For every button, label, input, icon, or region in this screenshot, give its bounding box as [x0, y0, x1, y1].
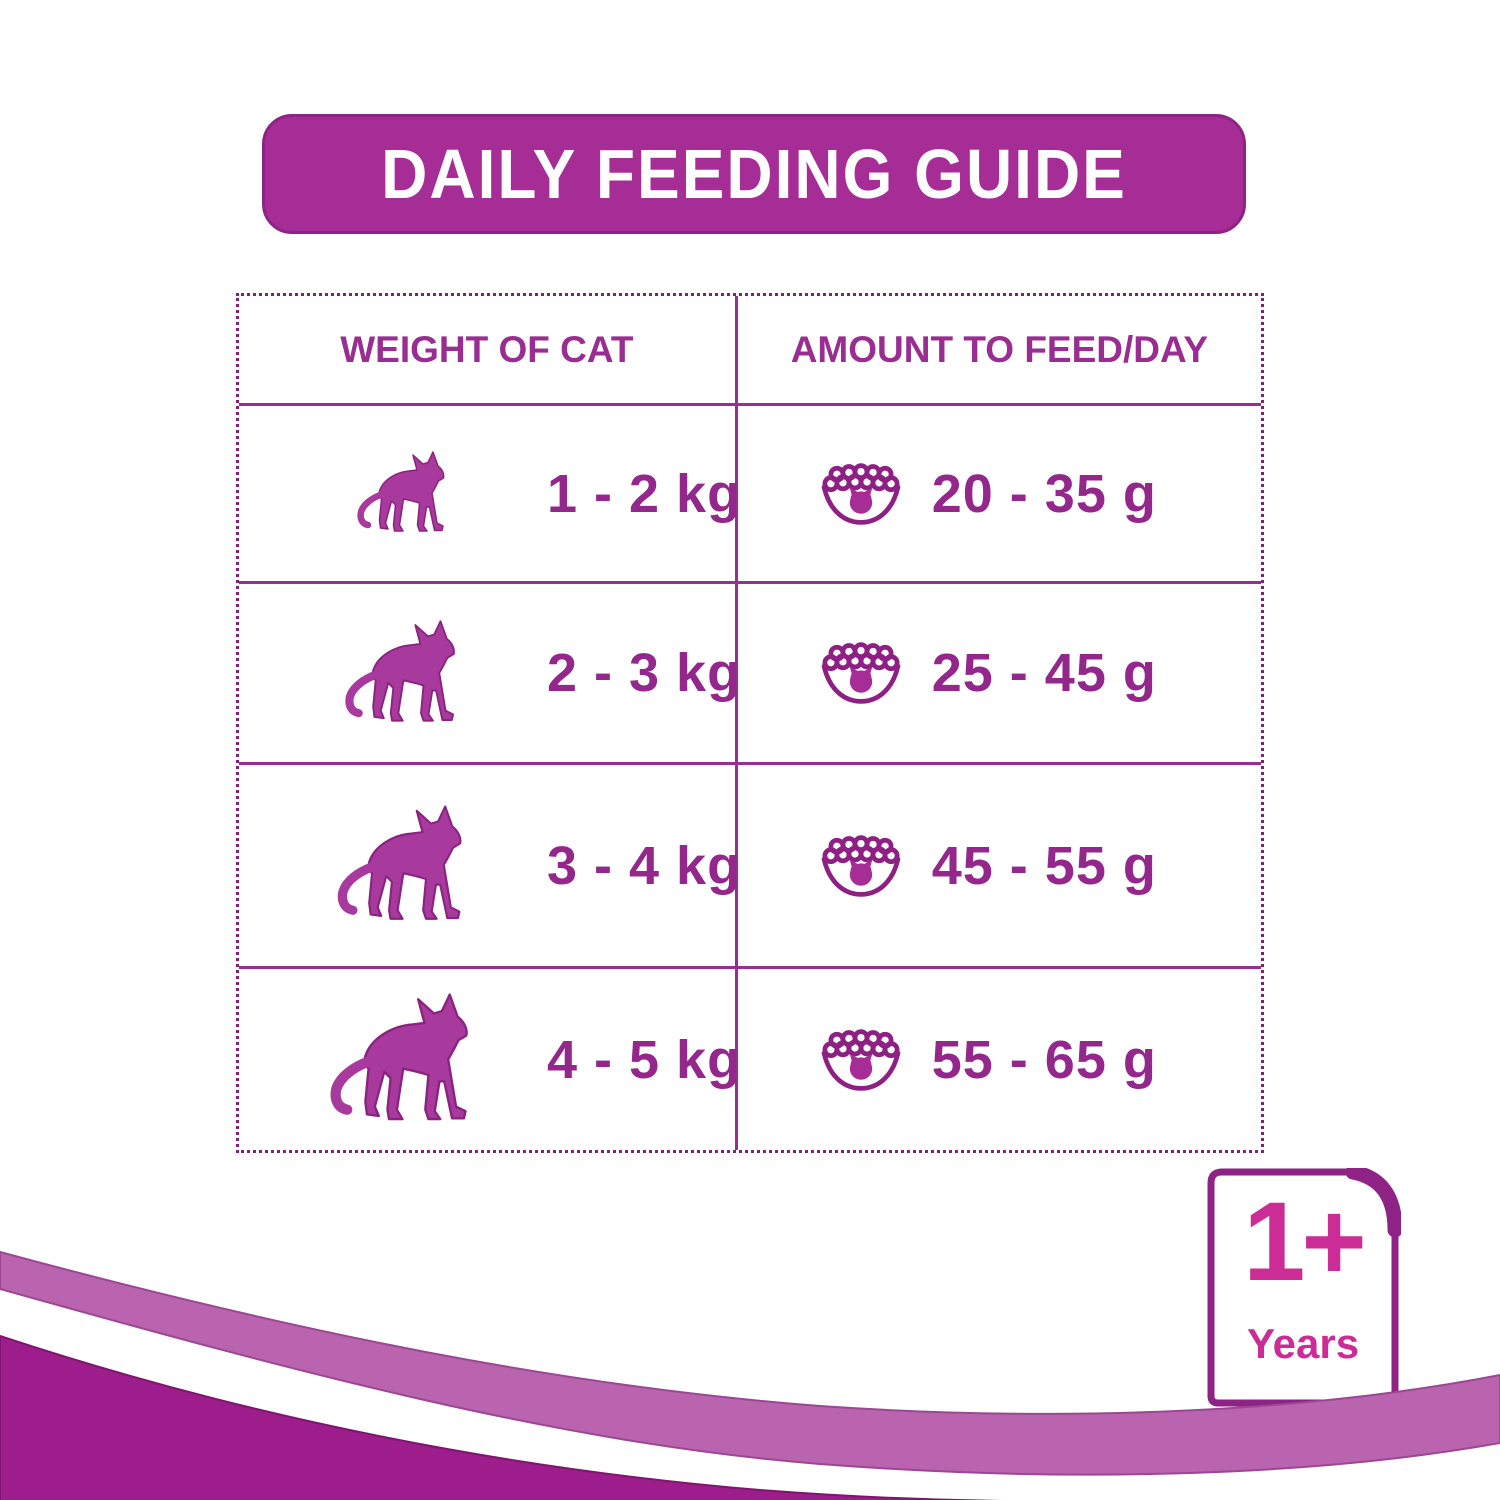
cat-silhouette-icon [289, 451, 519, 536]
table-row: 2 - 3 kg 25 - 45 g [239, 581, 1261, 762]
weight-cell: 4 - 5 kg [239, 969, 742, 1150]
cat-silhouette-icon [289, 993, 519, 1127]
food-bowl-icon [818, 829, 904, 903]
amount-cell: 25 - 45 g [738, 584, 1261, 762]
page-title: DAILY FEEDING GUIDE [381, 135, 1127, 213]
amount-value: 55 - 65 g [931, 1029, 1157, 1090]
amount-cell: 55 - 65 g [738, 969, 1261, 1150]
food-bowl-icon [818, 636, 904, 710]
table-row: 4 - 5 kg 55 - 65 g [239, 966, 1261, 1150]
amount-value: 20 - 35 g [931, 463, 1157, 524]
food-bowl-icon [818, 457, 904, 531]
weight-value: 2 - 3 kg [547, 643, 742, 703]
title-banner: DAILY FEEDING GUIDE [262, 114, 1246, 234]
wave-dark-corner [0, 1334, 1001, 1500]
table-row: 3 - 4 kg 45 - 55 g [239, 762, 1261, 966]
table-row: 1 - 2 kg 20 - 35 g [239, 403, 1261, 581]
age-value: 1+ [1243, 1179, 1367, 1304]
weight-cell: 3 - 4 kg [239, 765, 742, 966]
amount-cell: 45 - 55 g [738, 765, 1261, 966]
age-label: Years [1246, 1320, 1360, 1367]
col-header-weight: WEIGHT OF CAT [239, 296, 738, 403]
col-header-amount: AMOUNT TO FEED/DAY [790, 328, 1209, 370]
feeding-table: WEIGHT OF CAT AMOUNT TO FEED/DAY 1 - 2 k… [236, 293, 1264, 1153]
weight-value: 3 - 4 kg [547, 835, 742, 896]
cat-silhouette-icon [289, 620, 519, 727]
weight-cell: 1 - 2 kg [239, 406, 742, 581]
amount-value: 25 - 45 g [931, 643, 1157, 703]
age-badge: 1+ Years [1205, 1168, 1401, 1408]
weight-cell: 2 - 3 kg [239, 584, 742, 762]
cat-silhouette-icon [289, 805, 519, 926]
table-header-row: WEIGHT OF CAT AMOUNT TO FEED/DAY [239, 296, 1261, 403]
weight-value: 4 - 5 kg [547, 1029, 742, 1090]
weight-value: 1 - 2 kg [547, 463, 742, 524]
amount-value: 45 - 55 g [931, 835, 1157, 896]
amount-cell: 20 - 35 g [738, 406, 1261, 581]
food-bowl-icon [818, 1023, 904, 1097]
